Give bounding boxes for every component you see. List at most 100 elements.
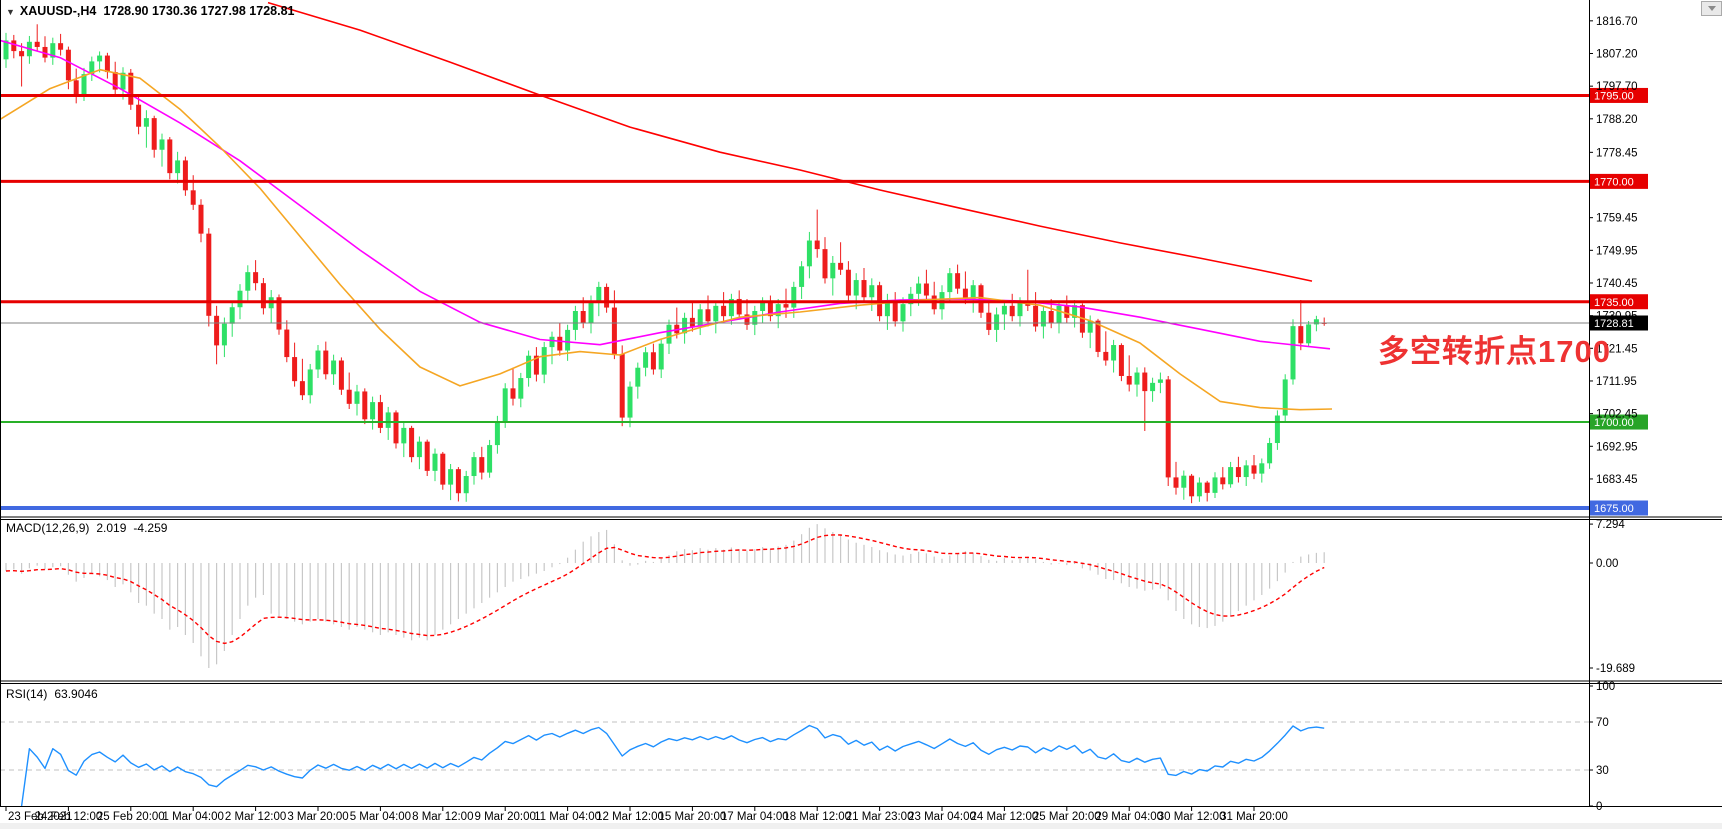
- candle-body: [1220, 477, 1226, 485]
- time-tick-label: 12 Mar 12:00: [596, 811, 664, 823]
- macd-histogram-bar: [364, 563, 366, 630]
- candle-body: [1017, 302, 1023, 317]
- macd-histogram-bar: [1003, 558, 1005, 563]
- bottom-strip: [0, 823, 1722, 829]
- candle-body: [159, 139, 165, 150]
- candle-body: [50, 43, 56, 58]
- candle-body: [697, 309, 703, 327]
- candle-body: [143, 118, 149, 127]
- candle-body: [1259, 463, 1265, 474]
- candle-body: [884, 300, 890, 317]
- candle-body: [1267, 443, 1273, 464]
- candle-body: [627, 386, 633, 418]
- candle-body: [643, 352, 649, 368]
- candle-body: [580, 311, 586, 324]
- price-tick-label: 1692.95: [1596, 441, 1638, 453]
- candle-body: [1235, 467, 1241, 478]
- time-tick-label: 8 Mar 12:00: [412, 811, 473, 823]
- macd-histogram-bar: [949, 555, 951, 563]
- macd-histogram-bar: [1128, 563, 1130, 587]
- candle-body: [260, 283, 266, 309]
- candle-body: [167, 139, 173, 174]
- candle-body: [1181, 475, 1187, 488]
- candle-body: [151, 118, 157, 150]
- macd-histogram-bar: [691, 550, 693, 563]
- ma-fast-orange-line: [0, 68, 1333, 411]
- candle-body: [565, 329, 571, 351]
- macd-histogram-bar: [36, 563, 38, 566]
- macd-histogram-bar: [161, 563, 163, 619]
- time-tick-label: 23 Mar 04:00: [908, 811, 976, 823]
- macd-histogram-bar: [481, 563, 483, 603]
- macd-histogram-bar: [348, 563, 350, 630]
- candle-body: [572, 311, 578, 330]
- candle-body: [81, 74, 87, 96]
- macd-histogram-bar: [824, 528, 826, 563]
- macd-histogram-bar: [762, 547, 764, 563]
- candle-body: [393, 412, 399, 444]
- price-badge-label: 1700.00: [1594, 417, 1634, 429]
- rsi-line: [20, 724, 1325, 807]
- price-tick-label: 1740.45: [1596, 278, 1638, 290]
- candle-body: [1072, 305, 1078, 318]
- macd-histogram-bar: [528, 563, 530, 577]
- candle-body: [229, 307, 235, 324]
- candle-body: [799, 266, 805, 287]
- time-tick-label: 25 Feb 20:00: [97, 811, 165, 823]
- macd-histogram-bar: [660, 558, 662, 563]
- macd-histogram-bar: [707, 549, 709, 563]
- candle-body: [104, 55, 110, 73]
- candle-body: [1009, 305, 1015, 317]
- candle-body: [1204, 482, 1210, 493]
- macd-indicator-label: MACD(12,26,9) 2.019 -4.259: [6, 521, 167, 535]
- symbol-dropdown-icon[interactable]: ▼: [6, 7, 15, 17]
- candle-body: [1157, 379, 1163, 383]
- rsi-tick-label: 70: [1596, 717, 1609, 729]
- candle-body: [1212, 477, 1218, 493]
- macd-histogram-bar: [879, 550, 881, 563]
- candle-body: [409, 427, 415, 458]
- price-tick-label: 1730.95: [1596, 311, 1638, 323]
- candle-body: [822, 249, 828, 279]
- macd-histogram-bar: [785, 544, 787, 563]
- macd-histogram-bar: [442, 563, 444, 630]
- macd-histogram-bar: [1159, 563, 1161, 589]
- candle-body: [588, 300, 594, 324]
- macd-histogram-bar: [1175, 563, 1177, 611]
- chart-corner-widget[interactable]: [1701, 1, 1722, 16]
- price-tick-label: 1788.20: [1596, 114, 1638, 126]
- candle-body: [1313, 319, 1319, 325]
- macd-histogram-bar: [44, 563, 46, 570]
- candle-body: [463, 476, 469, 494]
- candle-body: [292, 357, 298, 382]
- time-tick-label: 24 Feb 12:00: [35, 811, 103, 823]
- rsi-tick-label: 30: [1596, 765, 1609, 777]
- candle-body: [401, 427, 407, 444]
- price-tick-label: 1749.95: [1596, 245, 1638, 257]
- macd-histogram-bar: [395, 563, 397, 635]
- macd-histogram-bar: [169, 563, 171, 630]
- candle-body: [346, 389, 352, 404]
- macd-histogram-bar: [606, 529, 608, 563]
- candle-body: [487, 445, 493, 473]
- macd-histogram-bar: [216, 563, 218, 665]
- candle-body: [611, 307, 617, 354]
- chart-title: ▼ XAUUSD-,H4 1728.90 1730.36 1727.98 1728.…: [6, 4, 294, 18]
- candle-body: [682, 317, 688, 334]
- candle-body: [448, 469, 454, 485]
- macd-histogram-bar: [964, 551, 966, 563]
- macd-histogram-bar: [239, 563, 241, 619]
- macd-histogram-bar: [520, 563, 522, 579]
- candle-body: [440, 453, 446, 485]
- macd-histogram-bar: [434, 563, 436, 635]
- macd-histogram-bar: [925, 553, 927, 563]
- candle-body: [900, 304, 906, 322]
- price-badge: [1590, 414, 1648, 430]
- price-tick-label: 1797.70: [1596, 81, 1638, 93]
- candle-body: [120, 72, 126, 90]
- candle-body: [1087, 320, 1093, 333]
- candle-body: [947, 273, 953, 293]
- macd-histogram-bar: [325, 563, 327, 622]
- macd-histogram-bar: [231, 563, 233, 635]
